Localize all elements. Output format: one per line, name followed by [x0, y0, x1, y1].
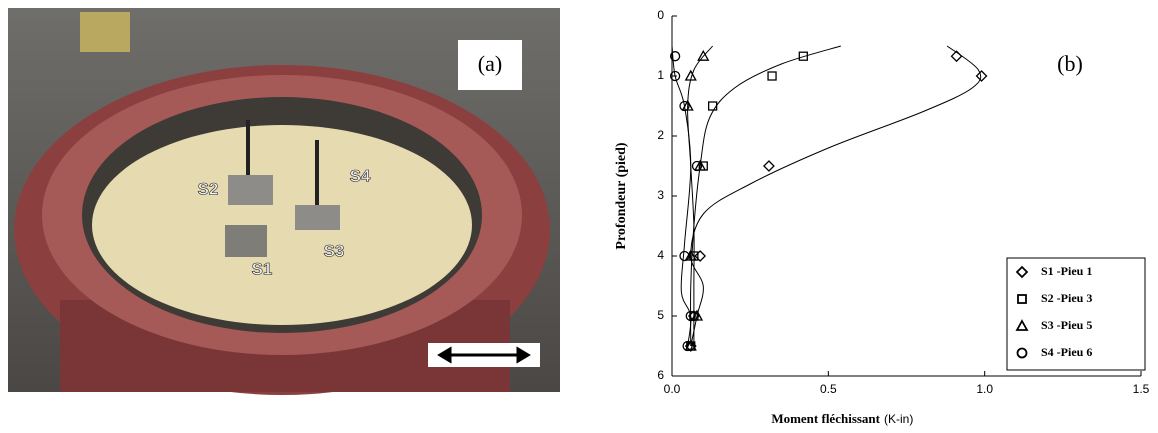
y-axis-label: Profondeur (pied): [614, 142, 629, 250]
block: [228, 175, 273, 205]
x-tick-label: 1.0: [976, 382, 993, 396]
block: [295, 205, 340, 230]
legend-label: S1 -Pieu 1: [1041, 264, 1092, 278]
figure: (a) S1 S2 S3 S4 (b) Profondeur (pied) Mo…: [0, 0, 1158, 428]
x-tick-label: 0.5: [820, 382, 837, 396]
y-tick-label: 1: [657, 68, 664, 82]
block: [225, 225, 267, 257]
x-tick-label: 1.5: [1133, 382, 1150, 396]
fit-curve: [691, 46, 981, 346]
pile: [315, 140, 319, 210]
y-tick-label: 2: [657, 128, 664, 142]
marker: [977, 71, 987, 81]
fit-curve: [688, 46, 713, 346]
y-tick-label: 0: [657, 8, 664, 22]
legend-label: S2 -Pieu 3: [1041, 291, 1092, 305]
pile-label: S4: [350, 166, 371, 185]
fit-curve: [691, 46, 841, 346]
y-tick-label: 6: [657, 368, 664, 382]
legend-label: S3 -Pieu 5: [1041, 318, 1092, 332]
pile-label: S2: [198, 179, 219, 198]
photo: (a) S1 S2 S3 S4: [8, 8, 560, 395]
y-tick-label: 5: [657, 308, 664, 322]
x-tick-label: 0.0: [664, 382, 681, 396]
x-axis-label: Moment fléchissant: [771, 411, 880, 426]
page: (a) S1 S2 S3 S4 (b) Profondeur (pied) Mo…: [0, 0, 1158, 433]
marker: [768, 72, 776, 80]
annotation: (b): [1057, 51, 1083, 76]
sand: [92, 125, 472, 325]
chart: (b) Profondeur (pied) Moment fléchissant…: [614, 8, 1149, 426]
pile-label: S1: [252, 259, 273, 278]
y-tick-label: 3: [657, 188, 664, 202]
marker: [709, 102, 717, 110]
panel-label: (a): [478, 51, 502, 76]
chair: [80, 12, 130, 52]
marker: [764, 161, 774, 171]
x-axis-unit: (K-in): [884, 412, 913, 426]
legend-label: S4 -Pieu 6: [1041, 345, 1092, 359]
y-tick-label: 4: [657, 248, 664, 262]
pile-label: S3: [324, 241, 345, 260]
